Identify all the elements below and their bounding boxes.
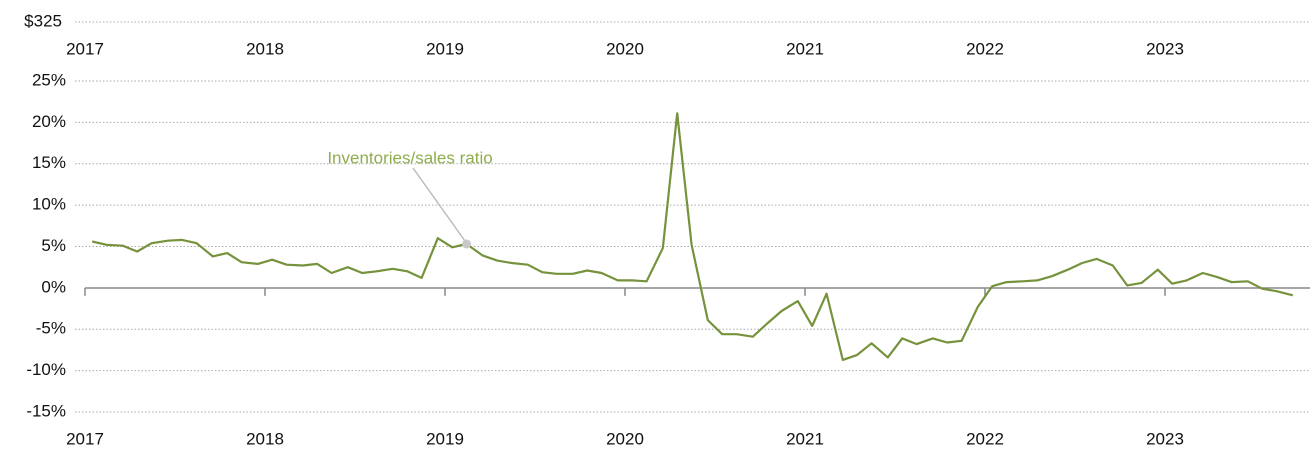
annotation: Inventories/sales ratio [327,148,492,167]
x-tick-label: 2019 [426,39,464,58]
x-tick-label: 2019 [426,429,464,448]
x-tick-label: 2023 [1146,39,1184,58]
x-tick-label: 2022 [966,39,1004,58]
y-tick-label: 0% [41,277,66,296]
x-tick-label: 2020 [606,429,644,448]
y-tick-label: 20% [32,112,66,131]
y-tick-label: -5% [36,319,66,338]
x-tick-label: 2017 [66,429,104,448]
y-tick-label: -15% [26,401,66,420]
y-tick-label: 10% [32,195,66,214]
x-tick-label: 2021 [786,429,824,448]
y-tick-label: -10% [26,360,66,379]
series-line [91,112,1294,361]
x-tick-label: 2020 [606,39,644,58]
x-tick-label: 2018 [246,429,284,448]
y-tick-label: 15% [32,153,66,172]
x-tick-label: 2022 [966,429,1004,448]
x-tick-label: 2017 [66,39,104,58]
y-tick-label: 5% [41,236,66,255]
annotation-leader [412,167,466,242]
annotation-dot [462,239,472,249]
x-tick-label: 2018 [246,39,284,58]
y-tick-label: $325 [24,11,62,30]
y-tick-label: 25% [32,70,66,89]
x-tick-label: 2021 [786,39,824,58]
x-tick-label: 2023 [1146,429,1184,448]
